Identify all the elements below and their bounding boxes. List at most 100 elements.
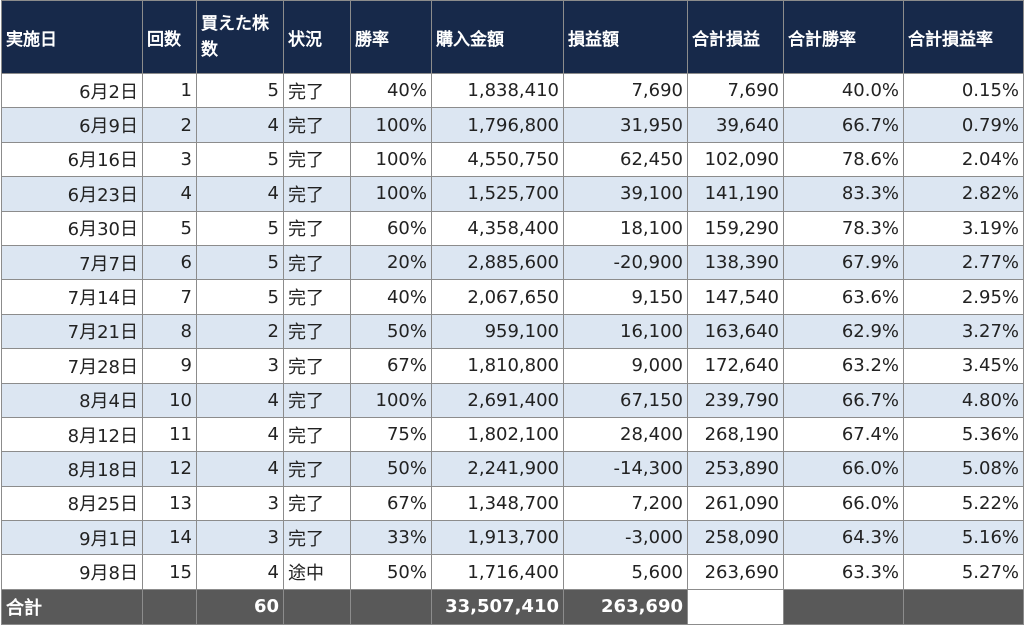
table-row: 8月4日 10 4 完了 100% 2,691,400 67,150 239,790 66.7%…	[1, 382, 1024, 418]
cell-total-pnl-rate: 3.27%	[903, 313, 1024, 350]
header-total-pnl: 合計損益	[687, 0, 784, 74]
cell-win-rate: 40%	[350, 72, 432, 109]
table-row: 6月2日 1 5 完了 40% 1,838,410 7,690 7,690 40.0% 0.15%	[1, 72, 1024, 109]
cell-purchase-amount: 1,716,400	[431, 554, 564, 590]
cell-pnl: -14,300	[563, 451, 688, 487]
cell-count: 9	[142, 348, 197, 384]
cell-shares: 4	[196, 451, 284, 487]
cell-purchase-amount: 1,810,800	[431, 348, 564, 384]
cell-status: 完了	[283, 141, 351, 178]
cell-total-pnl: 258,090	[687, 520, 784, 556]
table-row: 6月30日 5 5 完了 60% 4,358,400 18,100 159,290 78.3% 3…	[1, 210, 1024, 246]
cell-shares: 5	[196, 141, 284, 178]
cell-shares: 3	[196, 348, 284, 384]
cell-pnl: 16,100	[563, 313, 688, 350]
cell-pnl: 28,400	[563, 416, 688, 453]
cell-shares: 3	[196, 520, 284, 556]
cell-total-pnl: 159,290	[687, 210, 784, 246]
cell-date: 7月7日	[1, 244, 143, 281]
total-empty-total-pnl	[687, 588, 784, 625]
cell-total-pnl: 268,190	[687, 416, 784, 453]
cell-shares: 4	[196, 554, 284, 590]
cell-purchase-amount: 1,348,700	[431, 485, 564, 522]
cell-date: 6月30日	[1, 210, 143, 246]
cell-pnl: 5,600	[563, 554, 688, 590]
table-row: 6月23日 4 4 完了 100% 1,525,700 39,100 141,190 83.3%…	[1, 176, 1024, 212]
cell-date: 8月4日	[1, 382, 143, 418]
cell-total-pnl-rate: 3.19%	[903, 210, 1024, 246]
cell-shares: 2	[196, 313, 284, 350]
cell-count: 7	[142, 279, 197, 315]
cell-shares: 5	[196, 244, 284, 281]
cell-total-pnl-rate: 3.45%	[903, 348, 1024, 384]
cell-count: 11	[142, 416, 197, 453]
table-row: 6月9日 2 4 完了 100% 1,796,800 31,950 39,640 66.7% 0.…	[1, 107, 1024, 143]
cell-win-rate: 100%	[350, 141, 432, 178]
cell-win-rate: 67%	[350, 485, 432, 522]
total-shares: 60	[196, 588, 284, 625]
cell-total-pnl-rate: 2.04%	[903, 141, 1024, 178]
cell-pnl: -3,000	[563, 520, 688, 556]
header-date: 実施日	[1, 0, 143, 74]
cell-status: 完了	[283, 416, 351, 453]
cell-pnl: 9,150	[563, 279, 688, 315]
cell-status: 完了	[283, 279, 351, 315]
cell-total-pnl-rate: 2.82%	[903, 176, 1024, 212]
header-purchase-amount: 購入金額	[431, 0, 564, 74]
cell-total-pnl-rate: 2.95%	[903, 279, 1024, 315]
cell-shares: 3	[196, 485, 284, 522]
cell-shares: 4	[196, 176, 284, 212]
cell-win-rate: 100%	[350, 107, 432, 143]
cell-count: 8	[142, 313, 197, 350]
cell-total-win-rate: 40.0%	[783, 72, 904, 109]
cell-total-pnl: 39,640	[687, 107, 784, 143]
cell-purchase-amount: 1,913,700	[431, 520, 564, 556]
cell-count: 1	[142, 72, 197, 109]
cell-total-pnl: 253,890	[687, 451, 784, 487]
cell-total-pnl: 138,390	[687, 244, 784, 281]
cell-total-pnl-rate: 0.15%	[903, 72, 1024, 109]
cell-total-win-rate: 63.6%	[783, 279, 904, 315]
cell-win-rate: 20%	[350, 244, 432, 281]
cell-total-pnl: 7,690	[687, 72, 784, 109]
table-row: 8月25日 13 3 完了 67% 1,348,700 7,200 261,090 66.0% 5…	[1, 485, 1024, 522]
cell-pnl: 7,690	[563, 72, 688, 109]
cell-status: 完了	[283, 176, 351, 212]
cell-total-win-rate: 78.3%	[783, 210, 904, 246]
cell-win-rate: 100%	[350, 382, 432, 418]
cell-total-win-rate: 62.9%	[783, 313, 904, 350]
cell-purchase-amount: 2,067,650	[431, 279, 564, 315]
cell-date: 6月23日	[1, 176, 143, 212]
cell-pnl: 18,100	[563, 210, 688, 246]
cell-total-win-rate: 83.3%	[783, 176, 904, 212]
cell-date: 8月12日	[1, 416, 143, 453]
cell-win-rate: 50%	[350, 313, 432, 350]
header-row: 実施日 回数 買えた株数 状況 勝率 購入金額 損益額 合計損益 合計勝率 合計…	[1, 0, 1024, 74]
cell-count: 15	[142, 554, 197, 590]
cell-total-pnl: 141,190	[687, 176, 784, 212]
cell-status: 完了	[283, 72, 351, 109]
cell-purchase-amount: 1,525,700	[431, 176, 564, 212]
cell-count: 3	[142, 141, 197, 178]
cell-date: 7月14日	[1, 279, 143, 315]
cell-win-rate: 50%	[350, 451, 432, 487]
cell-status: 完了	[283, 244, 351, 281]
cell-date: 7月28日	[1, 348, 143, 384]
cell-date: 8月25日	[1, 485, 143, 522]
cell-total-pnl: 261,090	[687, 485, 784, 522]
cell-count: 6	[142, 244, 197, 281]
cell-win-rate: 40%	[350, 279, 432, 315]
cell-date: 6月9日	[1, 107, 143, 143]
table-row: 7月14日 7 5 完了 40% 2,067,650 9,150 147,540 63.6% 2.…	[1, 279, 1024, 315]
total-label: 合計	[1, 588, 143, 625]
total-empty-total-pnl-rate	[903, 588, 1024, 625]
cell-count: 4	[142, 176, 197, 212]
cell-total-pnl: 239,790	[687, 382, 784, 418]
cell-pnl: 67,150	[563, 382, 688, 418]
cell-total-win-rate: 67.9%	[783, 244, 904, 281]
table-row: 7月28日 9 3 完了 67% 1,810,800 9,000 172,640 63.2% 3.…	[1, 348, 1024, 384]
cell-total-win-rate: 66.0%	[783, 485, 904, 522]
cell-status: 完了	[283, 485, 351, 522]
cell-count: 14	[142, 520, 197, 556]
